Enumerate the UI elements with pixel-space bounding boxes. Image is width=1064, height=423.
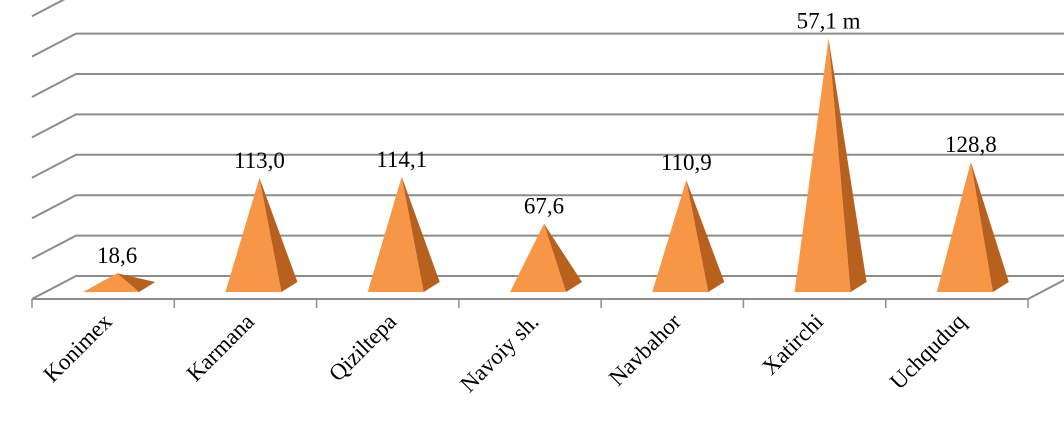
data-label: 110,9 — [661, 150, 712, 175]
category-label: Konimex — [38, 309, 117, 388]
category-label: Uchquduq — [885, 309, 971, 395]
data-label: 57,1 m — [797, 8, 861, 33]
pyramid-front-face — [367, 176, 424, 292]
pyramid-side-face — [686, 179, 725, 292]
pyramid-karmana — [225, 177, 298, 292]
gridline — [31, 234, 1064, 260]
pyramid-front-face — [794, 38, 851, 292]
category-label: Navbahor — [604, 309, 686, 391]
gridline — [31, 153, 1064, 179]
category-label: Navoiy sh. — [455, 309, 543, 397]
gridline — [31, 73, 1064, 98]
pyramid-front-face — [225, 177, 282, 292]
category-label: Karmana — [182, 309, 259, 386]
floor-right-edge — [1027, 279, 1064, 300]
pyramid-side-face — [828, 38, 867, 292]
pyramid-qiziltepa — [367, 176, 440, 292]
data-label: 67,6 — [524, 194, 564, 219]
pyramid-side-face — [970, 161, 1009, 292]
pyramid-side-face — [117, 273, 156, 292]
gridline — [31, 275, 1064, 300]
gridline — [31, 32, 1064, 58]
data-label: 114,1 — [376, 147, 427, 172]
pyramid-side-face — [401, 176, 440, 292]
category-label: Xatirchi — [757, 309, 828, 380]
pyramid-front-face — [510, 223, 566, 292]
data-label: 113,0 — [234, 148, 285, 173]
pyramid-side-face — [259, 177, 298, 292]
gridline — [31, 194, 1064, 220]
chart-pyramids — [83, 38, 1009, 292]
gridline — [31, 0, 66, 18]
pyramid-uchquduq — [936, 161, 1009, 292]
pyramid-konimex — [83, 273, 156, 292]
pyramid-front-face — [936, 161, 993, 292]
pyramid-navbahor — [652, 179, 725, 292]
pyramid-side-face — [544, 223, 582, 292]
data-label: 18,6 — [97, 243, 137, 268]
data-label: 128,8 — [945, 132, 997, 157]
chart-gridlines — [31, 0, 1064, 308]
category-label: Qiziltepa — [324, 309, 401, 386]
pyramid-xatirchi — [794, 38, 867, 292]
pyramid-front-face — [83, 273, 140, 292]
pyramid-navoiy-sh- — [510, 223, 582, 292]
pyramid-front-face — [652, 179, 709, 292]
gridline — [31, 113, 1064, 139]
